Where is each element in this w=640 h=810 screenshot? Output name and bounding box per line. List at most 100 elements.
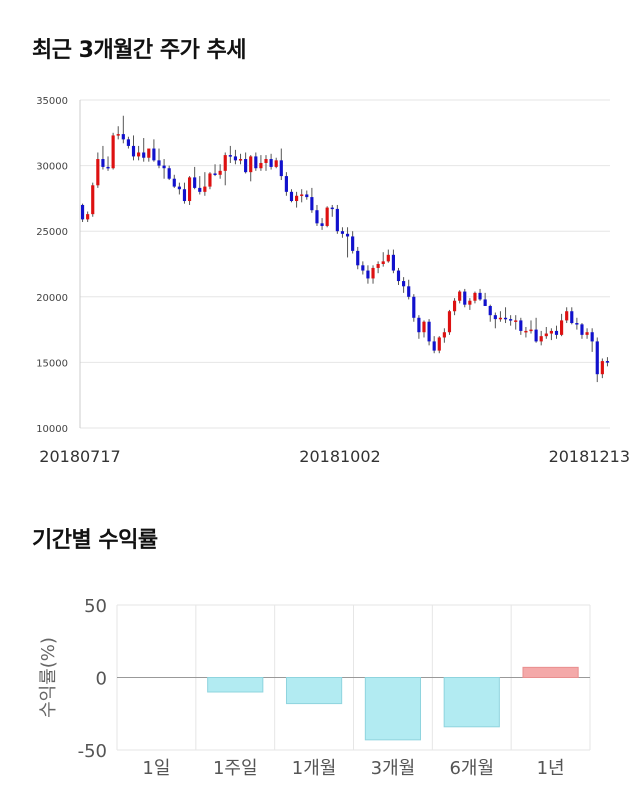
candle-body — [570, 311, 574, 324]
x-tick-label: 20180717 — [39, 447, 120, 466]
candle-body — [554, 330, 559, 335]
candle-body — [264, 159, 268, 163]
candle-body — [447, 311, 452, 333]
candle-body — [259, 162, 263, 169]
candle-body — [605, 361, 610, 363]
candle-body — [142, 152, 146, 158]
candle-body — [101, 159, 105, 167]
candle-body — [509, 319, 513, 321]
candle-body — [402, 281, 406, 287]
candle-body — [279, 160, 283, 177]
candle-body — [137, 152, 141, 157]
candle-body — [539, 336, 543, 342]
y-tick-label: 20000 — [36, 293, 68, 304]
candle-body — [86, 214, 90, 220]
candle-body — [274, 160, 278, 167]
candle-body — [152, 148, 156, 161]
candle-body — [162, 165, 166, 169]
candle-body — [284, 176, 288, 192]
y-tick-label: 35000 — [36, 96, 68, 107]
candle-body — [488, 305, 492, 316]
candle-body — [396, 270, 401, 282]
candle-body — [483, 299, 487, 306]
candle-body — [325, 207, 329, 226]
y-tick-label: -50 — [78, 741, 107, 762]
candle-body — [126, 139, 130, 146]
candle-body — [198, 187, 202, 192]
candle-body — [295, 195, 299, 202]
candle-body — [560, 320, 564, 335]
candle-body — [172, 178, 176, 187]
candle-body — [514, 320, 518, 322]
candle-body — [595, 341, 599, 375]
candle-body — [300, 194, 304, 196]
candle-body — [534, 329, 538, 342]
candle-body — [376, 264, 380, 268]
candle-body — [366, 270, 370, 279]
candle-body — [193, 177, 197, 188]
candle-body — [386, 254, 390, 262]
candle-body — [356, 250, 360, 266]
candle-body — [427, 321, 431, 342]
return-bar — [443, 677, 500, 728]
candle-body — [330, 207, 334, 210]
x-tick-label: 1주일 — [213, 758, 258, 779]
candle-body — [335, 208, 339, 232]
candle-body — [310, 197, 314, 211]
candle-body — [412, 296, 416, 318]
candle-body — [463, 291, 467, 305]
candle-body — [238, 159, 243, 161]
candle-body — [452, 300, 457, 312]
candle-body — [233, 156, 238, 161]
candle-body — [524, 330, 528, 333]
candle-body — [345, 233, 350, 237]
candle-body — [498, 317, 503, 320]
candle-body — [529, 329, 533, 332]
candle-body — [585, 332, 589, 335]
return-bar — [207, 677, 264, 693]
candle-body — [218, 170, 222, 175]
candle-body — [371, 267, 375, 279]
y-tick-label: 10000 — [36, 424, 68, 435]
period-return-bar-chart: -50 0 50 수익률(%) 1일 1주일 1개월 3개월 6개월 1년 — [38, 596, 591, 779]
return-bar — [522, 666, 579, 678]
stock-trend-title: 최근 3개월간 주가 추세 — [32, 38, 246, 63]
candle-body — [361, 265, 365, 271]
candle-body — [213, 173, 217, 175]
candle-body — [340, 231, 345, 234]
candle-body — [131, 145, 136, 157]
candle-body — [407, 286, 411, 297]
candle-body — [519, 320, 523, 331]
x-tick-label: 1일 — [142, 758, 170, 779]
candle-body — [575, 323, 579, 325]
y-tick-label: 15000 — [36, 358, 68, 369]
candle-body — [590, 332, 594, 342]
x-tick-label: 20181002 — [299, 447, 380, 466]
y-axis-label: 수익률(%) — [38, 637, 59, 718]
candle-body — [315, 210, 319, 224]
candle-body — [503, 317, 508, 320]
candle-body — [254, 156, 258, 169]
y-tick-label: 0 — [96, 669, 107, 690]
candle-body — [381, 261, 385, 264]
candle-body — [422, 321, 426, 333]
x-tick-label: 3개월 — [371, 758, 416, 779]
x-tick-label: 1개월 — [292, 758, 337, 779]
candle-body — [228, 155, 232, 157]
candle-body — [458, 291, 462, 301]
candle-body — [478, 292, 482, 300]
candle-body — [80, 204, 85, 220]
candle-body — [289, 191, 294, 202]
candle-body — [351, 236, 355, 251]
candle-body — [157, 160, 161, 166]
candle-body — [111, 135, 115, 169]
return-bar — [285, 677, 343, 705]
candle-body — [91, 185, 95, 215]
candle-body — [468, 300, 472, 305]
candle-body — [249, 156, 253, 173]
candle-body — [305, 194, 309, 198]
candle-body — [432, 341, 436, 351]
candle-body — [391, 254, 395, 271]
candle-body — [187, 177, 192, 202]
candle-body — [437, 337, 441, 351]
